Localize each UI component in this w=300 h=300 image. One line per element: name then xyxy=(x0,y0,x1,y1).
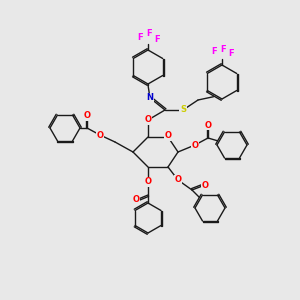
Text: F: F xyxy=(220,44,226,53)
Text: O: O xyxy=(191,140,199,149)
Text: O: O xyxy=(164,131,172,140)
Text: O: O xyxy=(145,116,152,124)
Text: F: F xyxy=(154,34,160,43)
Text: O: O xyxy=(145,178,152,187)
Text: F: F xyxy=(228,50,234,58)
Text: O: O xyxy=(97,130,104,140)
Text: S: S xyxy=(180,106,186,115)
Text: O: O xyxy=(175,176,182,184)
Text: O: O xyxy=(205,121,212,130)
Text: O: O xyxy=(83,112,91,121)
Text: F: F xyxy=(211,47,217,56)
Text: O: O xyxy=(164,131,172,140)
Text: O: O xyxy=(133,196,140,205)
Text: F: F xyxy=(137,32,143,41)
Text: F: F xyxy=(146,29,152,38)
Text: N: N xyxy=(146,94,154,103)
Text: O: O xyxy=(202,181,208,190)
